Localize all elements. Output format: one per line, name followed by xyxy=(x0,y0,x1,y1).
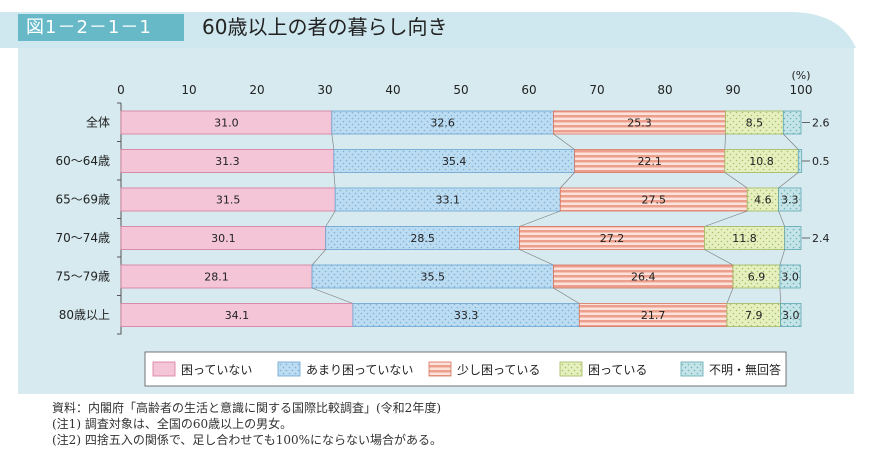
data-label: 6.9 xyxy=(748,271,766,284)
bar-segment xyxy=(784,226,802,250)
data-label: 27.5 xyxy=(642,194,667,207)
data-label: 2.4 xyxy=(812,232,830,245)
data-label: 34.1 xyxy=(225,309,250,322)
x-tick-label: 60 xyxy=(521,83,536,97)
x-tick-label: 20 xyxy=(249,83,264,97)
data-label: 31.5 xyxy=(216,194,241,207)
connector-line xyxy=(724,172,748,189)
legend-label: 少し困っている xyxy=(457,363,540,377)
category-label: 80歳以上 xyxy=(59,308,110,322)
data-label: 27.2 xyxy=(600,232,625,245)
connector-line xyxy=(331,133,335,150)
unit-label: (%) xyxy=(791,69,810,82)
data-label: 3.3 xyxy=(781,194,799,207)
chart-panel xyxy=(18,48,854,394)
legend-swatch xyxy=(152,361,176,377)
data-label: 26.4 xyxy=(631,271,656,284)
x-tick-label: 50 xyxy=(453,83,468,97)
connector-line xyxy=(779,249,785,266)
x-tick-label: 10 xyxy=(181,83,196,97)
note-1: (注1) 調査対象は、全国の60歳以上の男女。 xyxy=(52,417,293,431)
connector-line xyxy=(311,249,326,266)
figure-title: 60歳以上の者の暮らし向き xyxy=(202,15,448,39)
x-axis: 0 10 20 30 40 50 60 70 80 90 100(%) xyxy=(117,69,812,335)
data-label: 35.5 xyxy=(421,271,446,284)
legend-label: 困っている xyxy=(588,363,647,377)
legend-label: 不明・無回答 xyxy=(709,362,781,377)
connector-line xyxy=(553,287,580,304)
category-label: 全体 xyxy=(86,115,110,130)
note-source: 資料：内閣府「高齢者の生活と意識に関する国際比較調査」(令和2年度) xyxy=(52,401,442,415)
data-label: 33.1 xyxy=(435,194,460,207)
data-label: 10.8 xyxy=(749,155,774,168)
data-label: 21.7 xyxy=(641,309,666,322)
data-label: 25.3 xyxy=(627,117,652,130)
legend-swatch xyxy=(559,361,583,377)
bar-segment xyxy=(778,187,802,212)
bar-segment xyxy=(782,110,802,135)
notes: 資料：内閣府「高齢者の生活と意識に関する国際比較調査」(令和2年度) (注1) … xyxy=(52,400,442,448)
data-label: 3.0 xyxy=(782,309,800,322)
legend-swatch xyxy=(680,361,704,377)
legend-swatch xyxy=(277,361,301,377)
data-label: 33.3 xyxy=(454,309,479,322)
connector-line xyxy=(704,249,734,266)
connector-line xyxy=(325,210,336,227)
connector-line xyxy=(519,210,561,227)
stacked-bar-chart: 0 10 20 30 40 50 60 70 80 90 100(%) 全体 31.0 32.6 25.3… xyxy=(55,69,830,387)
data-label: 31.0 xyxy=(214,117,239,130)
data-label: 2.6 xyxy=(812,117,830,130)
category-label: 60～64歳 xyxy=(55,154,110,168)
x-tick-label: 90 xyxy=(725,83,740,97)
figure-number: 図1－2－1－1 xyxy=(18,14,184,41)
legend-box xyxy=(144,351,787,387)
legend-label: あまり困っていない xyxy=(306,363,413,377)
legend-swatch xyxy=(428,361,452,377)
connector-line xyxy=(333,172,336,189)
connector-line xyxy=(553,133,575,150)
data-label: 4.6 xyxy=(754,194,772,207)
connector-line xyxy=(311,287,353,304)
connector-line xyxy=(704,210,748,227)
bar-segment xyxy=(797,149,803,173)
data-label: 28.1 xyxy=(204,271,229,284)
header-band xyxy=(0,12,856,48)
data-label: 35.4 xyxy=(442,155,467,168)
connector-line xyxy=(560,172,575,189)
bar-segment xyxy=(780,303,802,327)
data-label: 8.5 xyxy=(746,117,764,130)
connector-line xyxy=(783,133,799,150)
bar-rows: 全体 31.0 32.6 25.3 8.5 2.6 60～64歳 31.3 35.4 22.1 10… xyxy=(55,110,830,327)
x-tick-label: 40 xyxy=(385,83,400,97)
x-tick-label: 30 xyxy=(317,83,332,97)
data-label: 3.0 xyxy=(781,271,799,284)
data-label: 30.1 xyxy=(211,232,236,245)
connector-line xyxy=(519,249,554,266)
x-tick-label: 70 xyxy=(589,83,604,97)
connector-line xyxy=(726,287,734,304)
x-tick-label: 80 xyxy=(657,83,672,97)
data-label: 0.5 xyxy=(812,155,830,168)
data-label: 11.8 xyxy=(732,232,757,245)
x-tick-label: 100 xyxy=(790,83,813,97)
category-label: 65～69歳 xyxy=(55,193,110,207)
data-label: 7.9 xyxy=(745,309,763,322)
data-label: 28.5 xyxy=(410,232,435,245)
data-label: 22.1 xyxy=(637,155,662,168)
x-tick-label: 0 xyxy=(117,83,125,97)
category-label: 75～79歳 xyxy=(55,270,110,284)
connector-line xyxy=(779,287,781,304)
category-label: 70～74歳 xyxy=(55,231,110,245)
connector-line xyxy=(778,210,785,227)
note-2: (注2) 四捨五入の関係で、足し合わせても100%にならない場合がある。 xyxy=(52,433,443,447)
data-label: 31.3 xyxy=(215,155,240,168)
connector-line xyxy=(724,133,726,150)
legend-label: 困っていない xyxy=(181,363,252,377)
connector-line xyxy=(778,172,799,189)
data-label: 32.6 xyxy=(430,117,455,130)
bar-segment xyxy=(779,264,801,289)
legend: 困っていない あまり困っていない 少し困っている 困っている 不明・無回答 xyxy=(144,351,787,387)
